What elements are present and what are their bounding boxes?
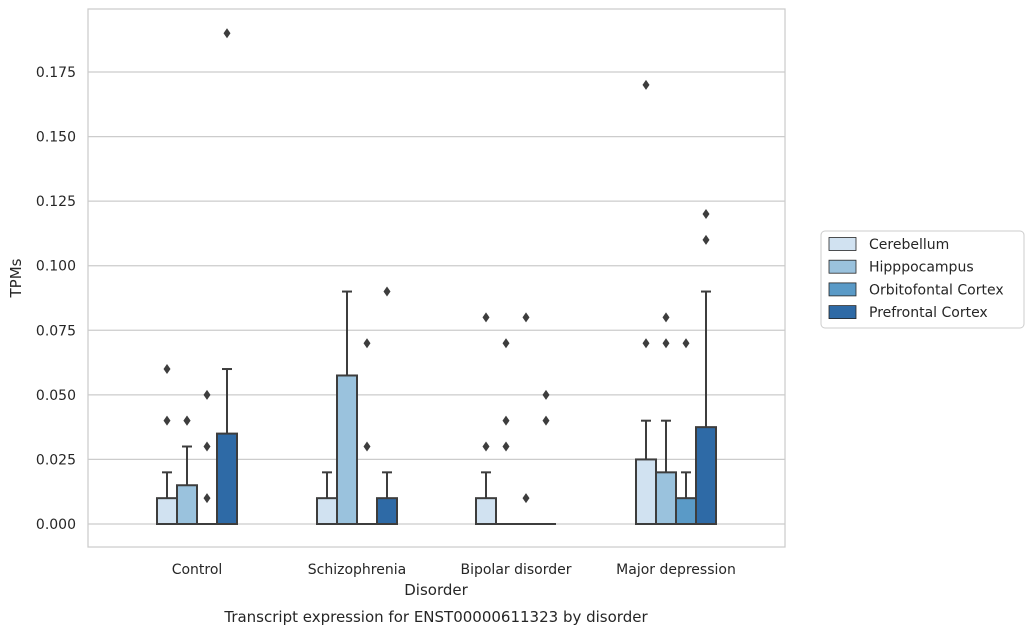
outlier-point [702,234,710,245]
outlier-point [502,415,510,426]
chart-caption: Transcript expression for ENST0000061132… [223,608,648,626]
box-1-3 [376,286,398,525]
outlier-point [482,441,490,452]
box-1-1 [336,290,358,525]
box-body [675,497,697,525]
outlier-point [203,493,211,504]
box-body [176,484,198,525]
y-tick-label: 0.075 [36,323,76,339]
box-3-1 [655,312,677,526]
box-3-3 [695,209,717,525]
legend-swatch [828,305,857,320]
y-axis-title: TPMs [7,258,25,298]
box-body [695,426,717,525]
outlier-point [482,312,490,323]
outlier-point [183,415,191,426]
outlier-point [522,493,530,504]
legend-swatch [828,282,857,297]
legend-swatch [828,237,857,251]
x-tick-labels: Control Schizophrenia Bipolar disorder Majo… [172,562,736,578]
boxes [156,28,717,526]
box-body [655,471,677,526]
box-3-0 [635,79,657,525]
x-tick-label: Control [172,562,223,578]
legend-label: Cerebellum [869,237,949,253]
outlier-point [522,312,530,323]
box-2-3 [536,389,556,525]
grid-lines [88,71,785,525]
box-2-0 [475,312,497,525]
box-body [475,497,497,525]
outlier-point [662,338,670,349]
y-tick-label: 0.125 [36,194,76,210]
box-2-1 [496,338,516,525]
outlier-point [203,441,211,452]
outlier-point [223,28,231,39]
outlier-point [163,415,171,426]
legend-label: Prefrontal Cortex [869,305,988,321]
outlier-point [502,441,510,452]
outlier-point [363,338,371,349]
outlier-point [542,415,550,426]
y-tick-label: 0.150 [36,130,76,146]
x-axis-title: Disorder [404,581,468,599]
outlier-point [662,312,670,323]
outlier-point [363,441,371,452]
box-0-3 [216,28,238,526]
outlier-point [682,338,690,349]
x-tick-label: Major depression [616,562,736,578]
y-tick-label: 0.050 [36,388,76,404]
outlier-point [163,364,171,375]
box-body [316,497,338,525]
box-0-2 [197,389,217,525]
box-0-0 [156,364,178,525]
y-tick-label: 0.100 [36,259,76,275]
box-body [376,497,398,525]
box-body [635,458,657,525]
y-tick-label: 0.025 [36,452,76,468]
box-1-0 [316,471,338,525]
outlier-point [542,389,550,400]
box-2-2 [516,312,536,525]
x-tick-label: Bipolar disorder [460,562,571,578]
legend-label: Orbitofontal Cortex [869,282,1004,298]
legend-frame [820,230,1025,329]
outlier-point [502,338,510,349]
box-1-2 [357,338,377,525]
box-0-1 [176,415,198,525]
outlier-point [642,79,650,90]
y-tick-label: 0.175 [36,65,76,81]
outlier-point [702,209,710,220]
legend-swatch [828,259,857,274]
box-body [336,374,358,525]
outlier-point [383,286,391,297]
outlier-point [642,338,650,349]
outlier-point [203,389,211,400]
y-tick-label: 0.000 [36,517,76,533]
legend: Cerebellum Hipppocampus Orbitofontal Corte… [820,230,1025,329]
legend-label: Hipppocampus [869,260,974,276]
box-body [216,432,238,526]
x-tick-label: Schizophrenia [308,562,406,578]
box-3-2 [675,338,697,525]
box-body [156,497,178,525]
plot-area [87,8,786,548]
y-tick-labels: 0.000 0.025 0.050 0.075 0.100 0.125 0.150 0.175 [36,65,76,533]
